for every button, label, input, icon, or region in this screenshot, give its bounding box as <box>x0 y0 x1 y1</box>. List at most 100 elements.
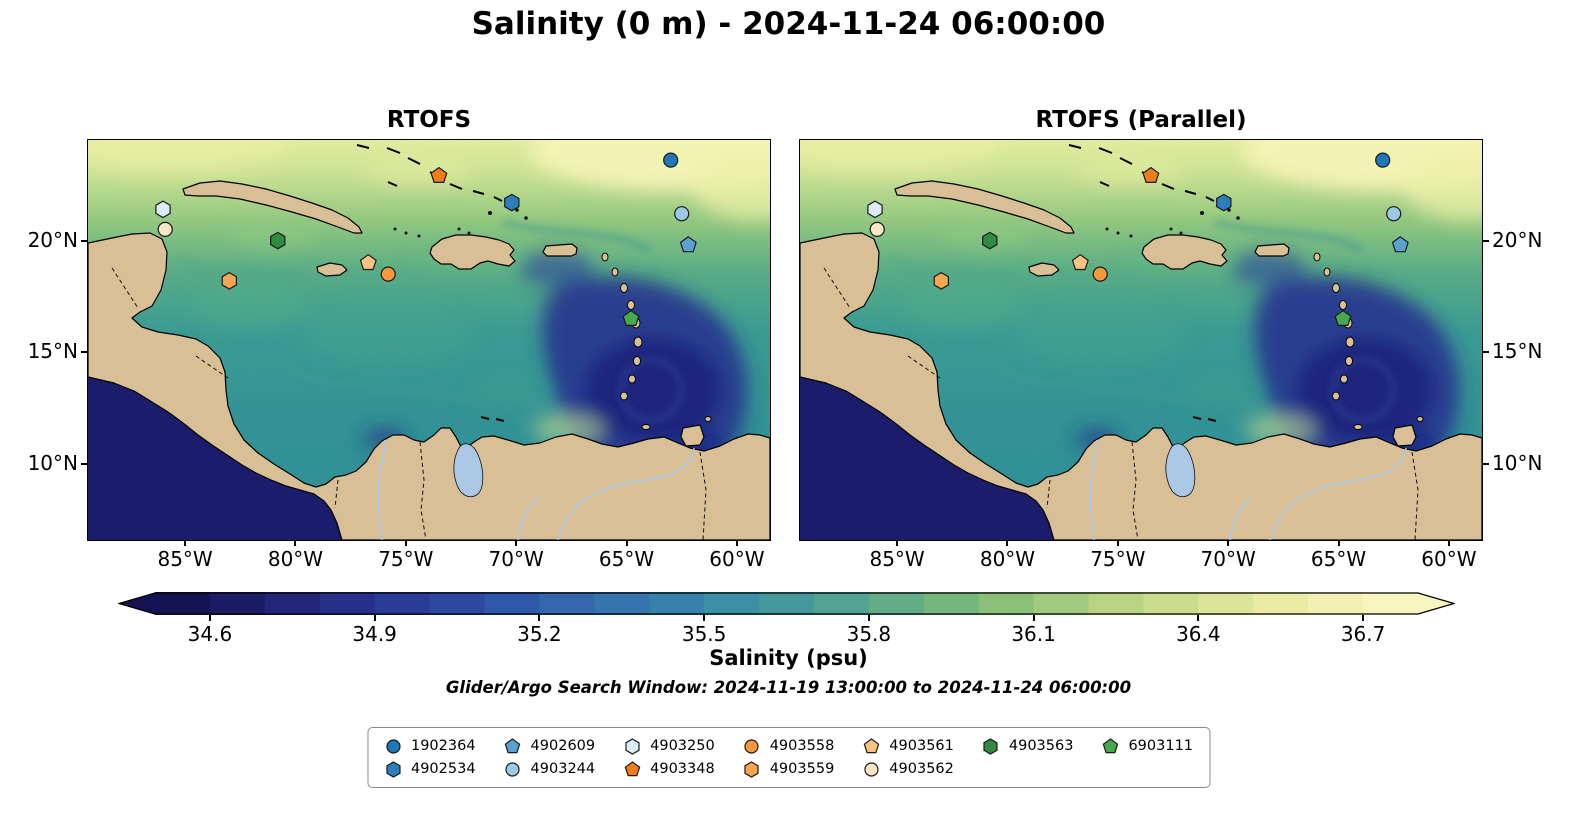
float-marker-4903563 <box>270 231 286 250</box>
legend-float-id: 4903561 <box>889 738 954 754</box>
colorbar-tick-label: 35.5 <box>681 622 727 646</box>
legend-float-id: 6903111 <box>1128 738 1194 754</box>
legend-column: 1902364 4902534 <box>384 737 476 778</box>
y-tick-label: 15°N <box>27 339 78 364</box>
lesser-antilles <box>1313 252 1424 430</box>
pentagon-marker-icon <box>863 738 880 754</box>
legend-float-id: 4902534 <box>410 761 476 777</box>
colorbar-tick <box>373 615 376 621</box>
x-tick-label: 70°W <box>488 547 544 571</box>
x-tick <box>625 540 628 546</box>
x-tick <box>1116 540 1119 546</box>
hexagon-marker-icon <box>983 738 998 755</box>
lake-maracaibo <box>1165 443 1196 498</box>
y-tick-label: 15°N <box>1492 339 1543 364</box>
bahamas-cays <box>1068 144 1217 422</box>
colorbar-tick <box>1032 615 1035 621</box>
colorbar-tick-label: 35.8 <box>846 622 892 646</box>
y-tick <box>1482 463 1489 466</box>
float-marker-1902364 <box>1375 152 1391 168</box>
map-svg <box>88 140 770 540</box>
legend-item-4902534: 4902534 <box>384 760 476 778</box>
colorbar-tick-label: 36.7 <box>1340 622 1386 646</box>
legend-item-4903559: 4903559 <box>743 760 834 778</box>
legend-column: 4903250 4903348 <box>623 737 715 778</box>
circle-marker-icon <box>864 762 879 777</box>
legend-item-4903563: 4903563 <box>982 737 1074 755</box>
legend-float-id: 4903562 <box>889 761 954 777</box>
island-jamaica <box>1028 262 1060 277</box>
y-tick <box>81 463 88 466</box>
x-tick-label: 65°W <box>598 547 655 571</box>
legend-float-id: 1902364 <box>410 738 476 754</box>
country-borders <box>823 267 1419 540</box>
colorbar-tick-label: 35.2 <box>517 622 562 646</box>
legend-column: 6903111 <box>1101 737 1193 778</box>
x-tick-label: 65°W <box>1310 547 1367 571</box>
x-tick-label: 80°W <box>267 547 324 571</box>
country-borders <box>111 267 707 540</box>
colorbar-tick <box>1362 615 1365 621</box>
x-tick <box>1227 540 1230 546</box>
float-marker-4903562 <box>157 221 173 238</box>
eddy-swirls <box>177 219 684 423</box>
bahamas-cays <box>356 144 505 422</box>
float-marker-4902609 <box>679 236 697 253</box>
y-tick-label: 10°N <box>27 451 78 476</box>
x-tick <box>294 540 297 546</box>
colorbar-tick <box>538 615 541 621</box>
panel-title-rtofs-parallel: RTOFS (Parallel) <box>1035 107 1247 133</box>
x-tick <box>1006 540 1009 546</box>
pacific-low-salinity <box>800 377 1054 540</box>
float-marker-4903559 <box>933 271 949 290</box>
island-cuba <box>894 180 1075 234</box>
map-rtofs-parallel <box>799 139 1483 541</box>
legend-float-id: 4903250 <box>650 738 715 754</box>
legend-item-6903111: 6903111 <box>1101 737 1193 755</box>
island-cuba <box>182 180 363 234</box>
pentagon-marker-icon <box>624 761 640 777</box>
x-tick-label: 70°W <box>1200 547 1256 571</box>
float-marker-4903244 <box>1386 206 1402 222</box>
figure-title: Salinity (0 m) - 2024-11-24 06:00:00 <box>471 6 1106 42</box>
island-hispaniola <box>1141 234 1228 270</box>
x-tick-label: 75°W <box>378 547 434 571</box>
x-tick <box>184 540 187 546</box>
colorbar-tick <box>208 615 211 621</box>
pacific-low-salinity <box>88 377 342 540</box>
float-marker-4902609 <box>1391 236 1409 253</box>
legend-float-id: 4902609 <box>530 738 596 754</box>
circle-marker-icon <box>385 739 401 754</box>
colorbar-tick-label: 34.6 <box>187 622 233 646</box>
y-tick <box>81 351 88 354</box>
legend-item-4903558: 4903558 <box>743 737 835 755</box>
colorbar-tick-label: 36.4 <box>1176 622 1221 646</box>
float-marker-4903561 <box>359 253 377 271</box>
y-tick-label: 10°N <box>1492 451 1543 476</box>
float-marker-4903250 <box>867 200 883 219</box>
colorbar-tick-label: 36.1 <box>1011 622 1056 646</box>
legend-column: 4903563 <box>982 737 1074 778</box>
float-marker-4903559 <box>221 271 237 290</box>
pentagon-marker-icon <box>1102 738 1119 754</box>
legend-float-id: 4903563 <box>1008 738 1074 754</box>
x-tick <box>515 540 518 546</box>
map-svg <box>800 140 1482 540</box>
x-tick <box>1337 540 1340 546</box>
legend-item-4903250: 4903250 <box>623 737 715 755</box>
x-tick-label: 75°W <box>1090 547 1146 571</box>
island-jamaica <box>316 262 348 277</box>
float-marker-4903563 <box>982 231 998 250</box>
float-marker-6903111 <box>1334 309 1352 326</box>
legend-column: 4902609 4903244 <box>504 737 596 778</box>
lake-maracaibo <box>453 443 484 498</box>
legend-column: 4903561 4903562 <box>862 737 954 778</box>
float-marker-4903348 <box>430 166 448 184</box>
y-tick <box>81 239 88 242</box>
y-tick-label: 20°N <box>27 227 78 252</box>
legend-item-1902364: 1902364 <box>384 737 476 755</box>
float-legend: 1902364 4902534 4902609 4903244 4903250 49033… <box>366 727 1211 788</box>
legend-float-id: 4903558 <box>769 738 835 754</box>
legend-float-id: 4903244 <box>530 761 596 777</box>
